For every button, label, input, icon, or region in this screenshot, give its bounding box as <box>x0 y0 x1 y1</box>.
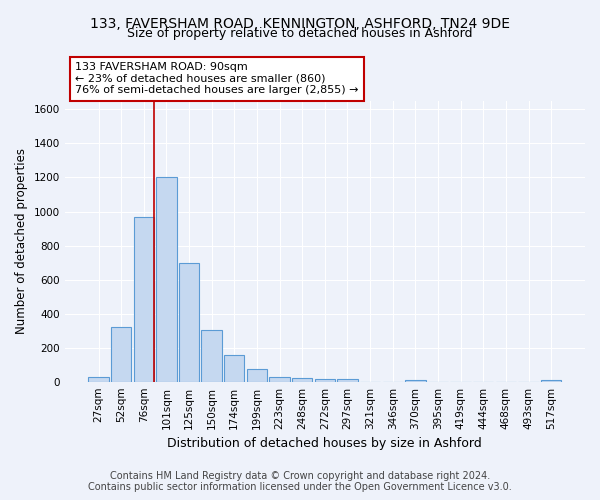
Bar <box>88 376 109 382</box>
Bar <box>269 376 290 382</box>
Bar <box>156 178 176 382</box>
Bar <box>111 327 131 382</box>
Bar <box>337 379 358 382</box>
Y-axis label: Number of detached properties: Number of detached properties <box>15 148 28 334</box>
Bar <box>134 216 154 382</box>
Bar <box>292 378 313 382</box>
Text: Size of property relative to detached houses in Ashford: Size of property relative to detached ho… <box>127 28 473 40</box>
Bar <box>405 380 425 382</box>
Bar <box>179 262 199 382</box>
Text: 133, FAVERSHAM ROAD, KENNINGTON, ASHFORD, TN24 9DE: 133, FAVERSHAM ROAD, KENNINGTON, ASHFORD… <box>90 18 510 32</box>
Bar <box>202 330 222 382</box>
X-axis label: Distribution of detached houses by size in Ashford: Distribution of detached houses by size … <box>167 437 482 450</box>
Bar <box>314 379 335 382</box>
Text: 133 FAVERSHAM ROAD: 90sqm
← 23% of detached houses are smaller (860)
76% of semi: 133 FAVERSHAM ROAD: 90sqm ← 23% of detac… <box>75 62 359 96</box>
Bar <box>541 380 562 382</box>
Bar <box>247 369 267 382</box>
Text: Contains HM Land Registry data © Crown copyright and database right 2024.
Contai: Contains HM Land Registry data © Crown c… <box>88 471 512 492</box>
Bar <box>224 356 244 382</box>
